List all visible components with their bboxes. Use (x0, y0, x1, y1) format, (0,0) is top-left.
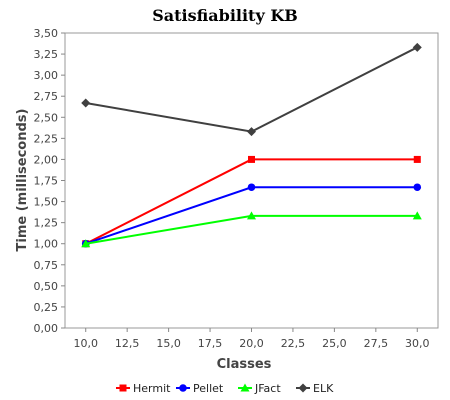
legend-item-pellet: Pellet (176, 382, 224, 395)
y-tick-label: 2,50 (34, 111, 59, 124)
plot-frame (64, 32, 439, 329)
legend-marker-pellet (179, 384, 187, 392)
y-tick-label: 2,75 (34, 90, 59, 103)
x-tick-label: 30,0 (405, 337, 430, 350)
data-point-pellet (413, 183, 422, 192)
data-point-pellet (247, 183, 256, 192)
x-tick-label: 12,5 (115, 337, 140, 350)
plot-area: 0,00 0,25 0,50 0,75 1,00 1,25 1,50 1,75 2,00 2,25… (34, 27, 439, 350)
legend-label-hermit: Hermit (133, 382, 171, 395)
y-tick-label: 3,00 (34, 69, 59, 82)
data-point-elk (81, 98, 91, 108)
data-point-jfact (412, 211, 422, 220)
y-tick-label: 2,25 (34, 132, 59, 145)
y-tick-label: 3,25 (34, 48, 59, 61)
x-axis-title: Classes (217, 357, 272, 372)
y-tick-label: 2,00 (34, 153, 59, 166)
data-point-jfact (81, 239, 91, 248)
x-tick-label: 10,0 (73, 337, 98, 350)
data-point-elk (247, 127, 256, 137)
x-tick-label: 25,0 (322, 337, 347, 350)
x-tick-label: 20,0 (239, 337, 264, 350)
data-point-hermit (248, 155, 255, 163)
legend-item-jfact: JFact (238, 382, 281, 395)
y-axis-title: Time (milliseconds) (15, 109, 30, 252)
x-tick-label: 27,5 (364, 337, 389, 350)
y-tick-label: 1,75 (34, 175, 59, 188)
legend-label-jfact: JFact (254, 382, 281, 395)
y-tick-label: 0,50 (34, 280, 59, 293)
y-tick-label: 1,00 (34, 238, 59, 251)
x-tick-label: 22,5 (281, 337, 306, 350)
legend: Hermit Pellet JFact ELK (116, 382, 334, 395)
y-tick-label: 1,50 (34, 196, 59, 209)
legend-item-elk: ELK (296, 382, 334, 395)
data-point-elk (412, 42, 422, 52)
y-tick-label: 0,25 (34, 301, 59, 314)
legend-label-pellet: Pellet (193, 382, 224, 395)
legend-marker-elk (298, 383, 308, 393)
y-tick-label: 1,25 (34, 217, 59, 230)
data-point-jfact (247, 211, 256, 220)
x-tick-label: 17,5 (198, 337, 223, 350)
legend-marker-jfact (240, 383, 250, 392)
y-tick-label: 0,00 (34, 322, 59, 335)
legend-item-hermit: Hermit (116, 382, 171, 395)
y-tick-label: 0,75 (34, 259, 59, 272)
legend-marker-hermit (119, 384, 127, 392)
data-point-hermit (413, 155, 421, 163)
legend-label-elk: ELK (313, 382, 334, 395)
chart-title: Satisfiability KB (152, 6, 298, 25)
x-tick-label: 15,0 (156, 337, 181, 350)
y-tick-label: 3,50 (34, 27, 59, 40)
